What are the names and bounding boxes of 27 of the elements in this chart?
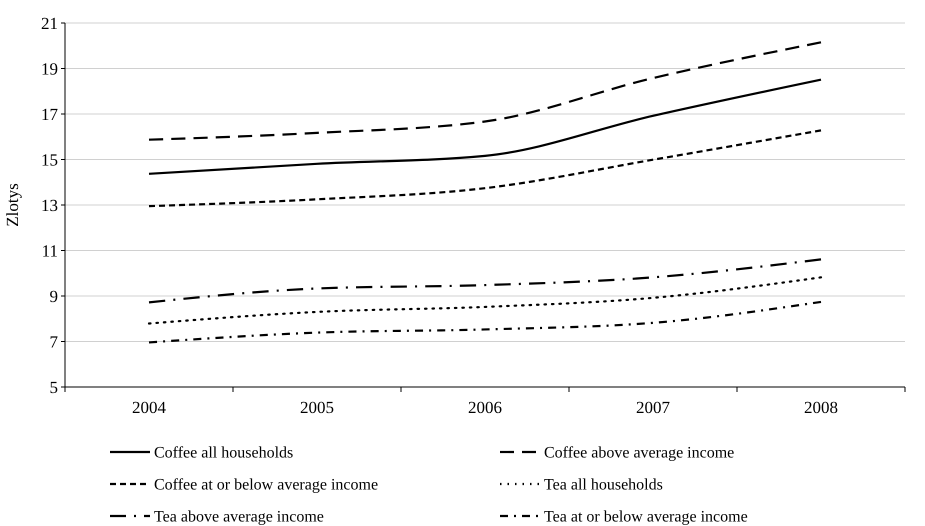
legend-label: Coffee at or below average income bbox=[154, 476, 378, 494]
legend-label: Tea at or below average income bbox=[544, 508, 748, 526]
y-axis-title: Zlotys bbox=[3, 183, 22, 227]
line-series bbox=[148, 300, 822, 344]
y-tick-label: 19 bbox=[41, 59, 58, 78]
x-tick-label: 2004 bbox=[132, 398, 166, 417]
line-series bbox=[148, 258, 822, 304]
x-tick-label: 2005 bbox=[300, 398, 334, 417]
y-tick-label: 21 bbox=[41, 14, 58, 33]
legend-label: Tea all households bbox=[544, 476, 663, 494]
line-series bbox=[148, 41, 822, 141]
y-tick-label: 9 bbox=[50, 286, 58, 306]
legend-label: Tea above average income bbox=[154, 508, 324, 526]
y-tick-label: 5 bbox=[50, 378, 58, 397]
x-tick-label: 2007 bbox=[636, 398, 670, 417]
line-series bbox=[148, 129, 822, 208]
y-tick-label: 17 bbox=[41, 104, 58, 124]
y-tick-label: 7 bbox=[50, 332, 58, 352]
y-tick-label: 11 bbox=[42, 241, 58, 260]
x-tick-label: 2008 bbox=[804, 398, 838, 417]
line-series bbox=[148, 276, 822, 325]
y-tick-label: 13 bbox=[41, 196, 58, 215]
y-tick-label: 15 bbox=[41, 150, 58, 170]
legend-label: Coffee all households bbox=[154, 444, 294, 462]
x-tick-label: 2006 bbox=[468, 398, 502, 417]
legend-label: Coffee above average income bbox=[544, 444, 734, 462]
line-series bbox=[148, 78, 822, 175]
